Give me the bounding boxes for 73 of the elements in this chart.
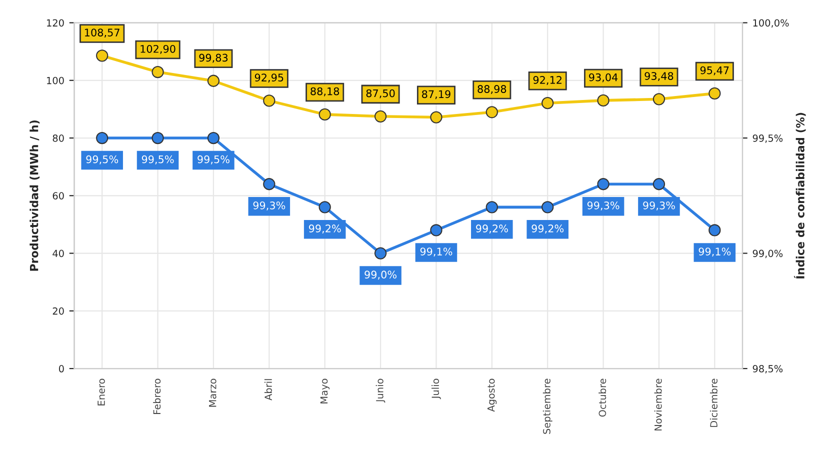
point (96, 50, 108, 62)
data-label: 99,2% (476, 224, 508, 234)
point (318, 201, 331, 214)
x-tick-label: Marzo (209, 378, 216, 407)
point (374, 110, 387, 122)
point (597, 178, 610, 190)
point (652, 178, 666, 190)
x-tick-label: Mayo (320, 378, 330, 404)
point (430, 224, 442, 236)
y2-tick-label: 100,0% (753, 19, 789, 28)
x-tick-label: Agosto (488, 378, 497, 412)
data-label: 93,48 (644, 72, 674, 82)
point (486, 106, 498, 118)
x-tick-label: Enero (98, 378, 105, 406)
data-label: 99,0% (364, 270, 396, 280)
x-tick-label: Abril (264, 379, 272, 400)
data-label: 99,5% (142, 155, 174, 164)
data-label: 99,5% (86, 155, 118, 164)
y-tick-label: 120 (47, 19, 64, 27)
point (542, 97, 554, 110)
data-label: 99,83 (199, 54, 228, 63)
x-tick-label: Febrero (153, 378, 161, 414)
data-label: 99,3% (587, 201, 620, 210)
x-tick-label: Noviembre (654, 378, 662, 430)
data-label: 99,1% (420, 248, 452, 257)
y2-tick-label: 98,5% (752, 365, 783, 374)
data-label: 88,98 (478, 85, 506, 94)
point (152, 132, 164, 144)
data-label: 99,2% (308, 224, 341, 234)
point (430, 111, 442, 124)
y-tick-label: 100 (47, 76, 64, 84)
data-label: 99,3% (253, 201, 286, 210)
point (207, 132, 220, 144)
data-label: 102,90 (140, 44, 176, 54)
point (374, 247, 387, 260)
y-tick-label: 40 (52, 250, 64, 258)
x-tick-label: Octubre (598, 378, 606, 417)
data-label: 92,95 (254, 74, 284, 83)
x-tick-label: Diciembre (710, 378, 718, 427)
point (207, 74, 220, 87)
x-tick-label: Julio (432, 378, 441, 400)
point (263, 178, 276, 190)
data-label: 88,18 (310, 87, 340, 96)
point (597, 94, 610, 107)
x-tick-label: Junio (376, 378, 386, 403)
data-label: 87,50 (366, 89, 395, 98)
point (708, 87, 721, 100)
data-label: 95,47 (700, 66, 729, 76)
point (708, 224, 721, 236)
y-axis-title: Productividad (MWh / h) (30, 120, 40, 271)
data-label: 93,04 (589, 73, 618, 82)
x-tick-label: Septiembre (542, 378, 552, 434)
point (486, 201, 498, 214)
data-label: 99,2% (532, 224, 564, 234)
data-label: 92,12 (533, 76, 562, 85)
y2-axis-title: Índice de confiabilidad (%) (794, 112, 806, 278)
data-label: 108,57 (85, 28, 120, 38)
data-label: 99,1% (698, 248, 731, 257)
point (152, 66, 164, 78)
y2-tick-label: 99,0% (752, 250, 783, 258)
point (652, 93, 666, 106)
y-tick-label: 0 (58, 365, 64, 372)
y-tick-label: 80 (52, 134, 64, 142)
point (542, 201, 554, 214)
y-tick-label: 60 (52, 192, 64, 200)
data-label: 87,19 (422, 90, 450, 100)
y-tick-label: 20 (52, 307, 64, 315)
point (263, 94, 276, 107)
data-label: 99,5% (198, 155, 230, 164)
y2-tick-label: 99,5% (752, 134, 783, 143)
point (96, 132, 108, 144)
data-label: 99,3% (643, 201, 675, 210)
point (318, 108, 331, 121)
